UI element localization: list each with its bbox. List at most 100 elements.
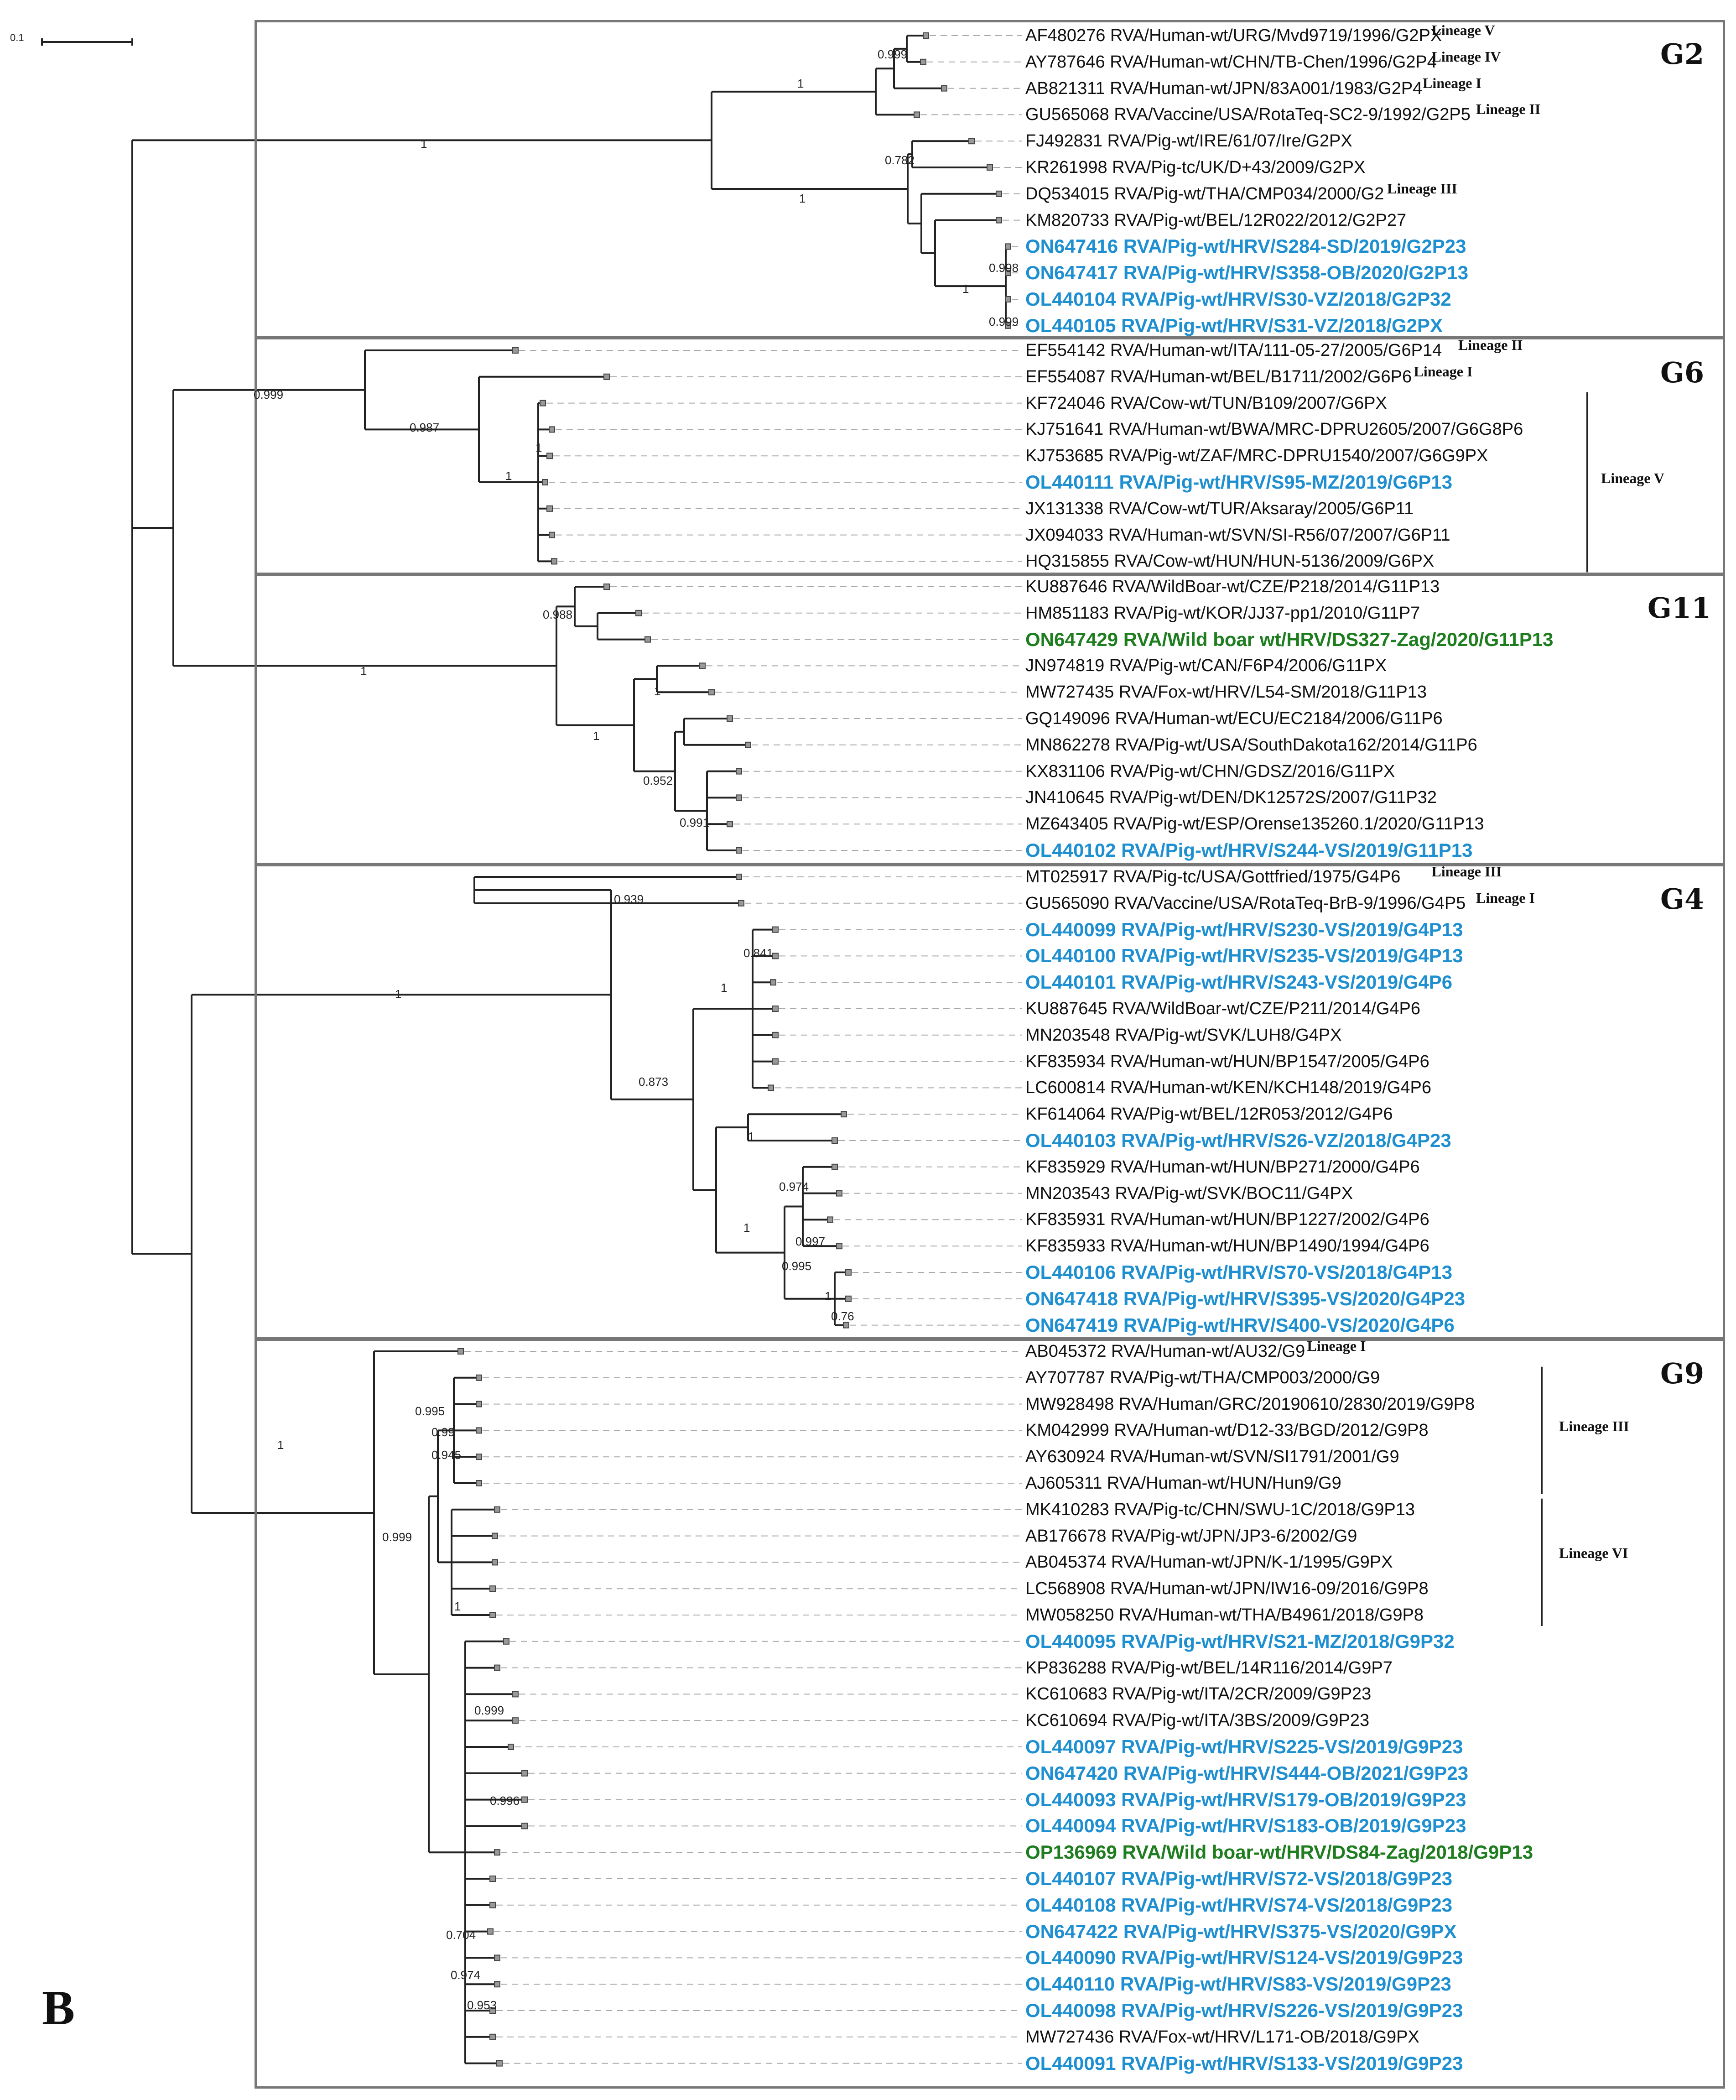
tip-node <box>996 217 1002 224</box>
leaf-label: KX831106 RVA/Pig-wt/CHN/GDSZ/2016/G11PX <box>1025 761 1395 781</box>
tip-node <box>549 532 555 538</box>
tip-node <box>476 1401 482 1407</box>
support-value: 1 <box>277 1438 284 1452</box>
panel-label: B <box>42 1981 75 2035</box>
leaf-label: ON647422 RVA/Pig-wt/HRV/S375-VS/2020/G9P… <box>1025 1920 1457 1942</box>
tip-node <box>476 1374 482 1381</box>
leaf-label: OL440108 RVA/Pig-wt/HRV/S74-VS/2018/G9P2… <box>1025 1894 1453 1916</box>
tip-node <box>489 1902 496 1908</box>
tip-node <box>832 1163 838 1170</box>
tip-node <box>827 1216 833 1223</box>
support-value: 1 <box>748 1130 755 1143</box>
tip-node <box>603 373 610 380</box>
support-value: 0.841 <box>743 946 774 960</box>
support-value: 0.996 <box>490 1794 520 1808</box>
leaf-label: EF554087 RVA/Human-wt/BEL/B1711/2002/G6P… <box>1025 367 1412 386</box>
tip-node <box>832 1137 838 1144</box>
tip-node <box>496 2060 503 2067</box>
g6-box <box>255 337 1725 575</box>
leaf-label: EF554142 RVA/Human-wt/ITA/111-05-27/2005… <box>1025 341 1442 360</box>
tip-node <box>645 636 651 643</box>
leaf-label: GU565090 RVA/Vaccine/USA/RotaTeq-BrB-9/1… <box>1025 893 1466 913</box>
tip-node <box>489 1612 496 1618</box>
leaf-label: KC610683 RVA/Pig-wt/ITA/2CR/2009/G9P23 <box>1025 1684 1372 1704</box>
lineage-label: Lineage I <box>1423 74 1481 91</box>
leaf-label: OP136969 RVA/Wild boar-wt/HRV/DS84-Zag/2… <box>1025 1841 1533 1863</box>
leaf-label: KF835929 RVA/Human-wt/HUN/BP271/2000/G4P… <box>1025 1157 1420 1177</box>
support-value: 1 <box>535 441 542 454</box>
leaf-label: AY707787 RVA/Pig-wt/THA/CMP003/2000/G9 <box>1025 1368 1380 1387</box>
support-value: 0.999 <box>254 388 284 401</box>
g11-box <box>255 574 1725 865</box>
tip-node <box>476 1454 482 1460</box>
tip-node <box>494 1664 500 1671</box>
leaf-label: ON647419 RVA/Pig-wt/HRV/S400-VS/2020/G4P… <box>1025 1314 1455 1336</box>
lineage-label: Lineage V <box>1431 22 1495 38</box>
support-value: 0.704 <box>446 1928 476 1942</box>
tip-node <box>476 1480 482 1486</box>
support-value: 1 <box>360 664 367 678</box>
leaf-label: KF835931 RVA/Human-wt/HUN/BP1227/2002/G4… <box>1025 1210 1429 1230</box>
tip-node <box>941 85 947 92</box>
tip-node <box>968 138 975 145</box>
leaf-label: JX094033 RVA/Human-wt/SVN/SI-R56/07/2007… <box>1025 525 1450 545</box>
leaf-label: OL440110 RVA/Pig-wt/HRV/S83-VS/2019/G9P2… <box>1025 1973 1451 1995</box>
leaf-label: MN862278 RVA/Pig-wt/USA/SouthDakota162/2… <box>1025 735 1477 755</box>
tip-node <box>489 2033 496 2040</box>
tip-node <box>845 1269 852 1276</box>
tip-node <box>736 847 742 854</box>
tip-node <box>923 32 929 39</box>
tip-node <box>542 479 548 485</box>
tip-node <box>736 794 742 801</box>
tip-node <box>772 1032 779 1038</box>
tip-node <box>512 1717 519 1724</box>
support-value: 1 <box>454 1600 461 1613</box>
tip-node <box>492 1559 498 1566</box>
tip-node <box>1005 270 1011 276</box>
leaf-label: AY787646 RVA/Human-wt/CHN/TB-Chen/1996/G… <box>1025 52 1437 72</box>
lineage-label: Lineage III <box>1387 180 1457 197</box>
support-value: 0.995 <box>415 1404 445 1418</box>
leaf-label: MT025917 RVA/Pig-tc/USA/Gottfried/1975/G… <box>1025 867 1401 886</box>
lineage-label: Lineage II <box>1458 337 1523 353</box>
tip-node <box>508 1744 514 1750</box>
leaf-label: DQ534015 RVA/Pig-wt/THA/CMP034/2000/G2 <box>1025 184 1384 203</box>
tip-node <box>457 1348 464 1355</box>
leaf-label: LC568908 RVA/Human-wt/JPN/IW16-09/2016/G… <box>1025 1579 1429 1599</box>
support-value: 0.999 <box>878 47 908 61</box>
leaf-label: KM820733 RVA/Pig-wt/BEL/12R022/2012/G2P2… <box>1025 210 1407 230</box>
support-value: 0.953 <box>467 1998 497 2012</box>
leaf-label: ON647417 RVA/Pig-wt/HRV/S358-OB/2020/G2P… <box>1025 262 1469 284</box>
support-value: 1 <box>421 137 427 151</box>
leaf-label: OL440105 RVA/Pig-wt/HRV/S31-VZ/2018/G2PX <box>1025 314 1443 336</box>
tip-node <box>920 58 926 65</box>
tip-node <box>841 1111 847 1118</box>
support-value: 1 <box>654 684 661 698</box>
tip-node <box>738 900 744 907</box>
tip-node <box>699 662 706 669</box>
tip-node <box>772 953 779 959</box>
leaf-label: KF835933 RVA/Human-wt/HUN/BP1490/1994/G4… <box>1025 1236 1429 1256</box>
support-value: 1 <box>593 729 600 743</box>
leaf-label: JN974819 RVA/Pig-wt/CAN/F6P4/2006/G11PX <box>1025 656 1387 676</box>
g2-box <box>255 20 1725 338</box>
leaf-label: AB821311 RVA/Human-wt/JPN/83A001/1983/G2… <box>1025 78 1423 98</box>
leaf-label: AB045372 RVA/Human-wt/AU32/G9 <box>1025 1342 1305 1361</box>
group-label-g6: G6 <box>1660 356 1705 389</box>
tip-node <box>836 1190 842 1197</box>
tip-node <box>551 558 557 565</box>
tip-node <box>736 768 742 775</box>
leaf-label: OL440103 RVA/Pig-wt/HRV/S26-VZ/2018/G4P2… <box>1025 1130 1451 1151</box>
tip-node <box>996 190 1002 197</box>
support-value: 0.782 <box>885 153 915 167</box>
leaf-label: KF835934 RVA/Human-wt/HUN/BP1547/2005/G4… <box>1025 1052 1429 1071</box>
support-value: 0.974 <box>779 1180 809 1193</box>
tip-node <box>546 453 553 459</box>
leaf-label: LC600814 RVA/Human-wt/KEN/KCH148/2019/G4… <box>1025 1078 1431 1098</box>
tip-node <box>987 164 993 171</box>
g9-box <box>255 1339 1725 2089</box>
leaf-label: JX131338 RVA/Cow-wt/TUR/Aksaray/2005/G6P… <box>1025 499 1414 518</box>
tip-node <box>772 1058 779 1065</box>
leaf-label: KJ751641 RVA/Human-wt/BWA/MRC-DPRU2605/2… <box>1025 420 1523 439</box>
